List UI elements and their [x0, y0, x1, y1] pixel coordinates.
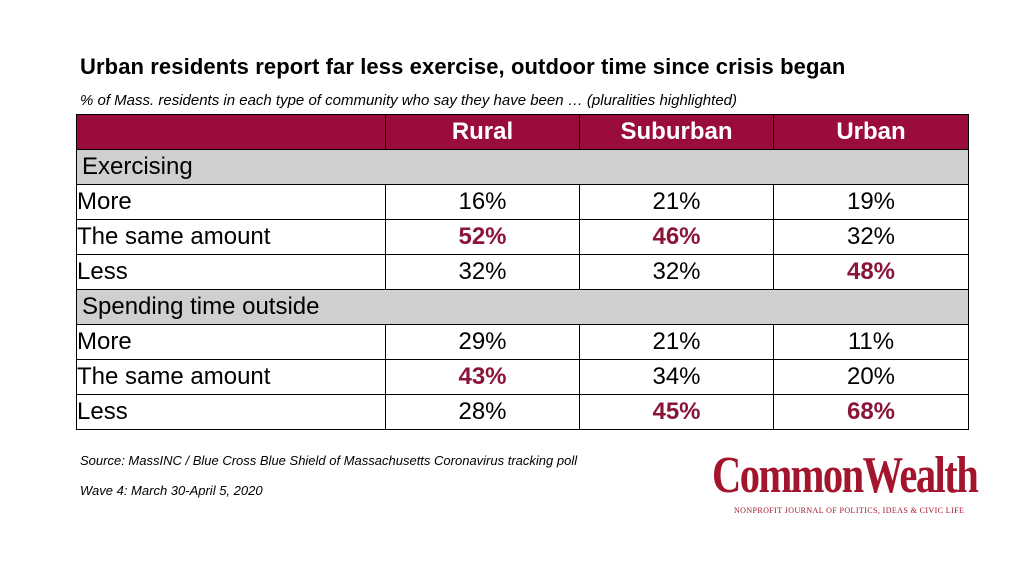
- header-blank-cell: [76, 114, 386, 150]
- table-row: More 16% 21% 19%: [76, 184, 969, 220]
- commonwealth-logo: CommonWealth NONPROFIT JOURNAL OF POLITI…: [712, 447, 979, 516]
- value-cell: 32%: [579, 254, 774, 290]
- row-label: Less: [76, 394, 386, 430]
- logo-tagline: NONPROFIT JOURNAL OF POLITICS, IDEAS & C…: [734, 506, 965, 515]
- value-cell: 20%: [773, 359, 969, 395]
- value-cell: 48%: [773, 254, 969, 290]
- value-cell: 45%: [579, 394, 774, 430]
- section-row: Spending time outside: [76, 289, 969, 325]
- column-header-urban: Urban: [773, 114, 969, 150]
- logo-wordmark: CommonWealth: [712, 447, 979, 504]
- column-header-rural: Rural: [385, 114, 580, 150]
- poll-table: Rural Suburban Urban Exercising More 16% 21…: [76, 114, 969, 430]
- row-label: Less: [76, 254, 386, 290]
- section-row: Exercising: [76, 149, 969, 185]
- section-label: Exercising: [76, 149, 969, 185]
- source-note: Source: MassINC / Blue Cross Blue Shield…: [80, 453, 578, 468]
- row-label: More: [76, 184, 386, 220]
- table-row: More 29% 21% 11%: [76, 324, 969, 360]
- column-header-suburban: Suburban: [579, 114, 774, 150]
- value-cell: 21%: [579, 324, 774, 360]
- table-row: Less 28% 45% 68%: [76, 394, 969, 430]
- chart-subtitle: % of Mass. residents in each type of com…: [80, 92, 737, 109]
- value-cell: 28%: [385, 394, 580, 430]
- chart-title: Urban residents report far less exercise…: [80, 54, 846, 79]
- table-body: Exercising More 16% 21% 19% The same amount 52…: [76, 149, 969, 430]
- value-cell: 11%: [773, 324, 969, 360]
- value-cell: 32%: [385, 254, 580, 290]
- header-row: Rural Suburban Urban: [76, 114, 969, 150]
- wave-note: Wave 4: March 30-April 5, 2020: [80, 483, 263, 498]
- value-cell: 16%: [385, 184, 580, 220]
- value-cell: 19%: [773, 184, 969, 220]
- table-row: The same amount 43% 34% 20%: [76, 359, 969, 395]
- value-cell: 52%: [385, 219, 580, 255]
- value-cell: 29%: [385, 324, 580, 360]
- table-row: The same amount 52% 46% 32%: [76, 219, 969, 255]
- row-label: The same amount: [76, 359, 386, 395]
- row-label: More: [76, 324, 386, 360]
- row-label: The same amount: [76, 219, 386, 255]
- value-cell: 34%: [579, 359, 774, 395]
- value-cell: 21%: [579, 184, 774, 220]
- table-row: Less 32% 32% 48%: [76, 254, 969, 290]
- value-cell: 43%: [385, 359, 580, 395]
- section-label: Spending time outside: [76, 289, 969, 325]
- value-cell: 32%: [773, 219, 969, 255]
- value-cell: 68%: [773, 394, 969, 430]
- value-cell: 46%: [579, 219, 774, 255]
